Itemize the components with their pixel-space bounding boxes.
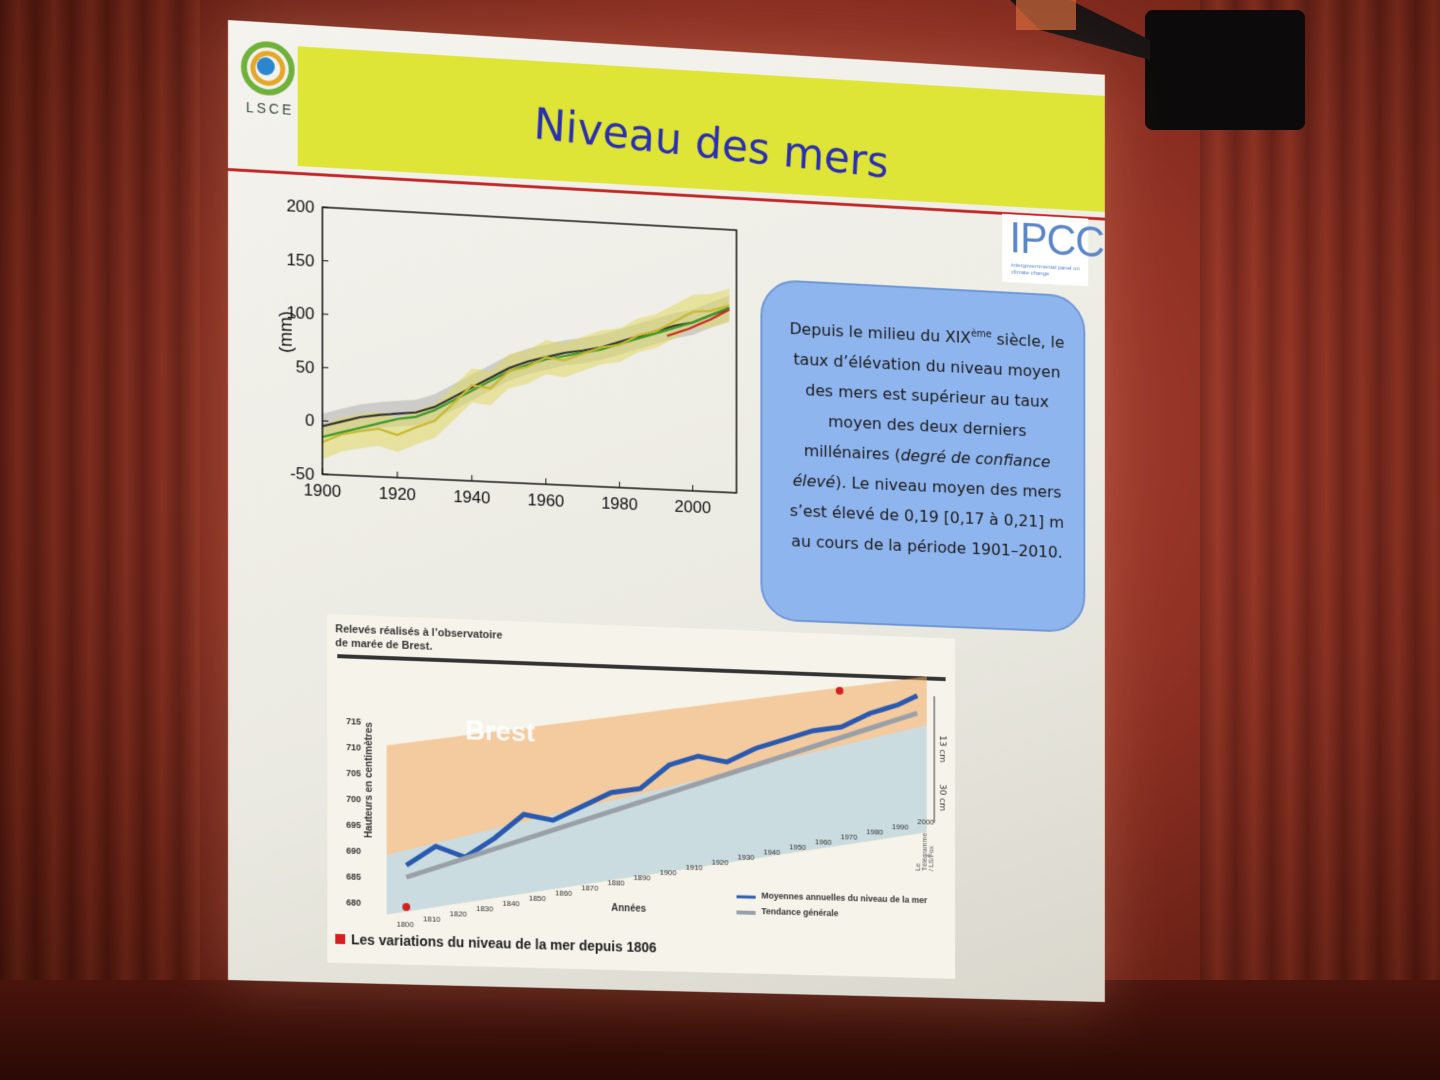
brest-y-tick-label: 715 xyxy=(346,716,361,726)
brest-credit: Le Télégramme / LS/Fox xyxy=(915,830,935,871)
ipcc-logo-subtext: intergovernmental panel on climate chang… xyxy=(1011,263,1086,281)
info-text-sup: ème xyxy=(971,329,992,341)
brest-x-tick-label: 1910 xyxy=(686,863,704,872)
brest-y-tick-label: 705 xyxy=(346,768,361,778)
brest-y-tick-label: 680 xyxy=(346,897,361,907)
brest-y-tick-label: 690 xyxy=(346,846,361,856)
brest-x-tick-label: 1830 xyxy=(476,904,494,913)
brest-x-tick-label: 1870 xyxy=(581,883,599,892)
info-text-part2: siècle, le taux d’élévation du niveau mo… xyxy=(793,329,1064,464)
brest-x-tick-label: 1890 xyxy=(634,873,652,882)
brest-y-tick-label: 685 xyxy=(346,871,361,881)
y-tick-label: 0 xyxy=(305,411,314,430)
curtain-left xyxy=(0,0,200,1080)
y-tick-label: 200 xyxy=(286,196,314,217)
brest-y-tick-label: 700 xyxy=(346,794,361,804)
brest-x-tick-label: 1810 xyxy=(423,914,441,923)
x-tick-label: 1980 xyxy=(601,494,638,514)
stage-floor xyxy=(0,980,1440,1080)
lsce-logo: LSCE xyxy=(238,37,298,130)
brest-x-tick-label: 1930 xyxy=(737,853,755,862)
brest-dim1: 13 cm xyxy=(937,735,946,763)
brest-x-tick-label: 1860 xyxy=(555,888,573,897)
info-callout: Depuis le milieu du XIXème siècle, le ta… xyxy=(760,278,1085,633)
brest-x-tick-label: 1850 xyxy=(529,894,547,903)
brest-dim2: 30 cm xyxy=(937,784,946,812)
brest-legend: Moyennes annuelles du niveau de la mer T… xyxy=(746,887,927,923)
ipcc-logo-text: IPCC xyxy=(1010,214,1104,268)
brest-x-tick-label: 1990 xyxy=(892,822,909,831)
x-tick-label: 1960 xyxy=(528,490,565,510)
brest-x-tick-label: 1940 xyxy=(763,848,781,857)
info-text-part1: Depuis le milieu du XIX xyxy=(789,319,971,347)
lsce-logo-text: LSCE xyxy=(246,99,294,118)
brest-location-label: Brest xyxy=(465,714,535,748)
brest-y-tick-label: 695 xyxy=(346,820,361,830)
x-tick-label: 2000 xyxy=(675,497,711,517)
brest-x-tick-label: 1800 xyxy=(396,920,414,929)
lsce-logo-icon xyxy=(238,37,298,101)
caption-red-square xyxy=(335,934,345,944)
curtain-right xyxy=(1200,0,1440,1080)
y-axis-label: (mm) xyxy=(276,310,296,353)
x-tick-label: 1920 xyxy=(379,484,416,505)
brest-x-tick-label: 2000 xyxy=(917,817,934,826)
brest-y-tick-label: 710 xyxy=(346,742,361,752)
projected-slide: LSCE Niveau des mers IPCC intergovernmen… xyxy=(228,20,1105,1002)
brest-x-tick-label: 1880 xyxy=(607,878,625,887)
brest-x-tick-label: 1900 xyxy=(660,868,678,877)
brest-chart-svg: 13 cm 30 cm 680 685 690 695 700 705 710 715 180… xyxy=(327,614,955,979)
uncertainty-band-yellow xyxy=(322,267,729,478)
brest-x-tick-label: 1980 xyxy=(866,827,883,836)
x-tick-label: 1900 xyxy=(304,480,341,501)
sea-level-chart: -50 0 50 100 150 200 1900 1920 1940 1960 1980 2000 … xyxy=(258,192,746,552)
y-tick-label: 150 xyxy=(286,250,314,270)
brest-x-tick-label: 1840 xyxy=(502,899,520,908)
brest-figure: Relevés réalisés à l’observatoire de mar… xyxy=(327,614,955,979)
brest-x-axis-label: Années xyxy=(611,903,646,915)
brest-x-tick-label: 1920 xyxy=(712,858,730,867)
brest-x-tick-label: 1820 xyxy=(450,909,468,918)
sea-level-chart-svg: -500501001502001900 1920 1940 1960 1980 2000 … xyxy=(258,192,746,552)
brest-x-tick-label: 1970 xyxy=(841,832,858,841)
brest-y-axis-label: Hauteurs en centimètres xyxy=(364,722,375,838)
ipcc-logo: IPCC intergovernmental panel on climate … xyxy=(1002,214,1088,287)
brest-x-tick-label: 1950 xyxy=(789,842,806,851)
brest-x-tick-label: 1960 xyxy=(815,837,832,846)
y-tick-label: 50 xyxy=(296,357,315,377)
info-text: Depuis le milieu du XIXème siècle, le ta… xyxy=(785,309,1068,567)
x-tick-label: 1940 xyxy=(453,487,490,507)
